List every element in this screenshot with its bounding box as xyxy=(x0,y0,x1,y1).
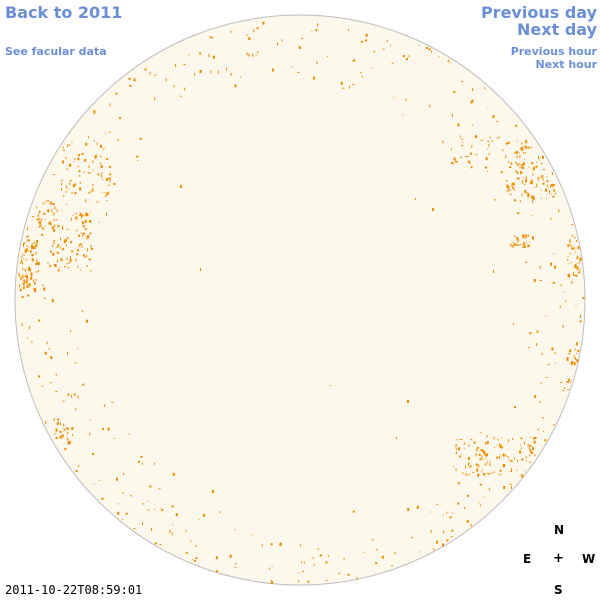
previous-hour-link[interactable]: Previous hour xyxy=(510,45,597,58)
compass-east-label: E xyxy=(523,552,532,566)
next-day-link[interactable]: Next day xyxy=(517,20,597,39)
observation-timestamp: 2011-10-22T08:59:01 xyxy=(5,583,143,597)
previous-day-link[interactable]: Previous day xyxy=(480,3,597,22)
compass-west-label: W xyxy=(582,552,596,566)
compass-south-label: S xyxy=(554,583,563,597)
back-to-year-link[interactable]: Back to 2011 xyxy=(5,3,123,22)
compass-north-label: N xyxy=(554,523,565,537)
see-facular-data-link[interactable]: See facular data xyxy=(5,45,107,58)
facular-regions xyxy=(18,21,585,584)
sun-disk xyxy=(14,14,586,586)
next-hour-link[interactable]: Next hour xyxy=(535,58,598,71)
compass-center-icon: + xyxy=(553,551,564,566)
